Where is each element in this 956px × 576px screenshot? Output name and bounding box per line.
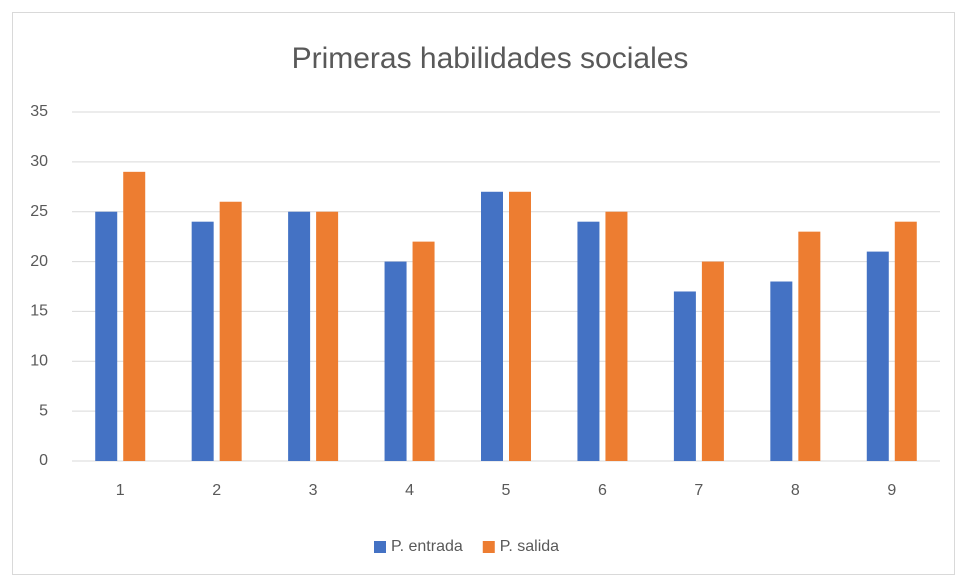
x-tick-label: 2 <box>212 482 221 499</box>
bar <box>673 291 696 461</box>
x-tick-label: 8 <box>791 482 800 499</box>
bar <box>770 281 793 461</box>
bar <box>316 211 339 461</box>
legend-swatch <box>374 541 386 553</box>
bar <box>866 251 889 461</box>
y-tick-label: 5 <box>39 402 48 419</box>
bar <box>577 221 600 461</box>
bar <box>123 171 146 462</box>
bar <box>481 191 503 461</box>
bar <box>191 221 214 461</box>
y-tick-label: 25 <box>30 203 48 220</box>
bar <box>288 211 311 461</box>
x-tick-label: 4 <box>405 482 414 499</box>
y-tick-label: 20 <box>30 253 48 270</box>
x-tick-label: 3 <box>309 482 318 499</box>
x-tick-label: 5 <box>502 482 511 499</box>
bar <box>219 201 242 461</box>
bar <box>95 211 118 461</box>
x-tick-label: 1 <box>116 482 125 499</box>
x-tick-label: 6 <box>598 482 607 499</box>
y-tick-label: 10 <box>30 353 48 370</box>
legend-label: P. salida <box>500 538 559 555</box>
bar <box>412 241 435 461</box>
y-tick-label: 0 <box>39 452 48 469</box>
legend-swatch <box>482 541 495 553</box>
x-tick-label: 9 <box>887 482 896 499</box>
y-tick-label: 30 <box>30 153 48 170</box>
bar <box>384 261 407 461</box>
bar <box>894 221 917 461</box>
y-tick-label: 35 <box>30 103 48 120</box>
legend-label: P. entrada <box>391 538 463 555</box>
x-tick-label: 7 <box>694 482 703 499</box>
bar <box>605 211 628 461</box>
chart-title: Primeras habilidades sociales <box>292 42 689 75</box>
bar <box>798 231 821 461</box>
bar <box>701 261 724 461</box>
bar <box>509 191 531 461</box>
y-tick-label: 15 <box>30 303 48 320</box>
